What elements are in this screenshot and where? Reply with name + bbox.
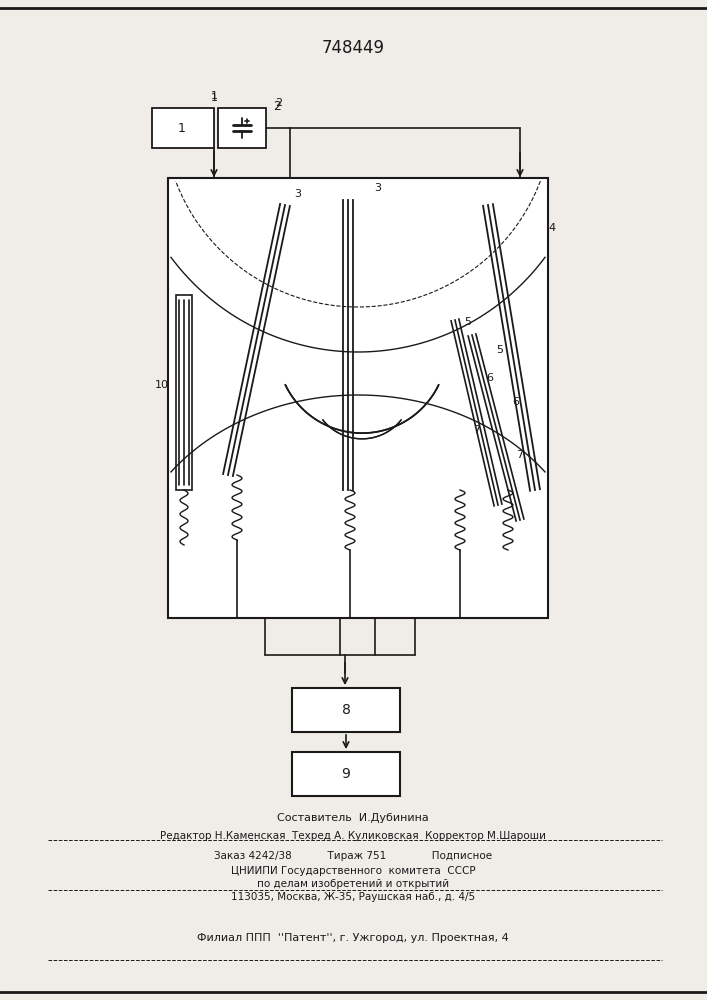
Bar bbox=[176, 295, 192, 490]
Text: 748449: 748449 bbox=[322, 39, 385, 57]
Text: 5: 5 bbox=[496, 345, 503, 355]
Text: 7: 7 bbox=[516, 450, 524, 460]
Text: 1: 1 bbox=[211, 91, 218, 101]
Text: Составитель  И.Дубинина: Составитель И.Дубинина bbox=[277, 813, 429, 823]
Text: 6: 6 bbox=[513, 397, 520, 407]
Bar bbox=[218, 108, 266, 148]
Text: Филиал ППП  ''Патент'', г. Ужгород, ул. Проектная, 4: Филиал ППП ''Патент'', г. Ужгород, ул. П… bbox=[197, 933, 509, 943]
Bar bbox=[292, 752, 400, 796]
Text: 9: 9 bbox=[341, 767, 351, 781]
Bar bbox=[168, 178, 548, 618]
Text: 113035, Москва, Ж-35, Раушская наб., д. 4/5: 113035, Москва, Ж-35, Раушская наб., д. … bbox=[231, 892, 475, 902]
Text: 2: 2 bbox=[273, 100, 281, 112]
Text: Заказ 4242/38           Тираж 751              Подписное: Заказ 4242/38 Тираж 751 Подписное bbox=[214, 851, 492, 861]
Bar bbox=[292, 688, 400, 732]
Text: 6: 6 bbox=[486, 373, 493, 383]
Text: 10: 10 bbox=[155, 380, 169, 390]
Text: 1: 1 bbox=[178, 121, 186, 134]
Text: Редактор Н.Каменская  Техред А. Куликовская  Корректор М.Шароши: Редактор Н.Каменская Техред А. Куликовск… bbox=[160, 831, 546, 841]
Text: 5: 5 bbox=[464, 317, 472, 327]
Text: 8: 8 bbox=[341, 703, 351, 717]
Text: 7: 7 bbox=[474, 425, 481, 435]
Text: 4: 4 bbox=[549, 223, 556, 233]
Text: 3: 3 bbox=[295, 189, 301, 199]
Text: 2: 2 bbox=[275, 98, 282, 108]
Text: 1: 1 bbox=[211, 93, 218, 103]
Text: ЦНИИПИ Государственного  комитета  СССР: ЦНИИПИ Государственного комитета СССР bbox=[230, 866, 475, 876]
Bar bbox=[152, 108, 214, 148]
Text: по делам изобретений и открытий: по делам изобретений и открытий bbox=[257, 879, 449, 889]
Text: 3: 3 bbox=[375, 183, 382, 193]
